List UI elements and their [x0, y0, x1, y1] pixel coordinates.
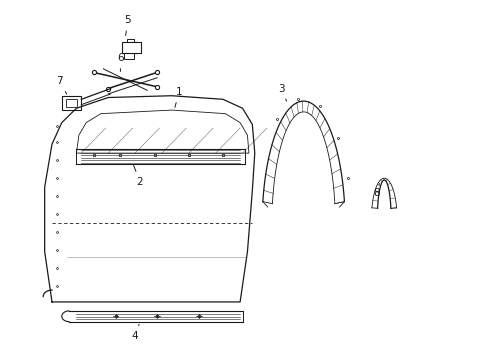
Text: 1: 1	[175, 87, 182, 107]
Text: 6: 6	[117, 53, 123, 71]
Text: 5: 5	[124, 15, 131, 36]
Text: 8: 8	[373, 184, 380, 198]
Bar	[66, 99, 77, 107]
Bar	[122, 42, 142, 53]
Text: 2: 2	[134, 165, 143, 187]
Bar	[124, 53, 134, 59]
Text: 4: 4	[132, 324, 139, 341]
Text: 3: 3	[278, 84, 287, 101]
Bar	[62, 96, 81, 110]
Text: 7: 7	[56, 76, 67, 94]
